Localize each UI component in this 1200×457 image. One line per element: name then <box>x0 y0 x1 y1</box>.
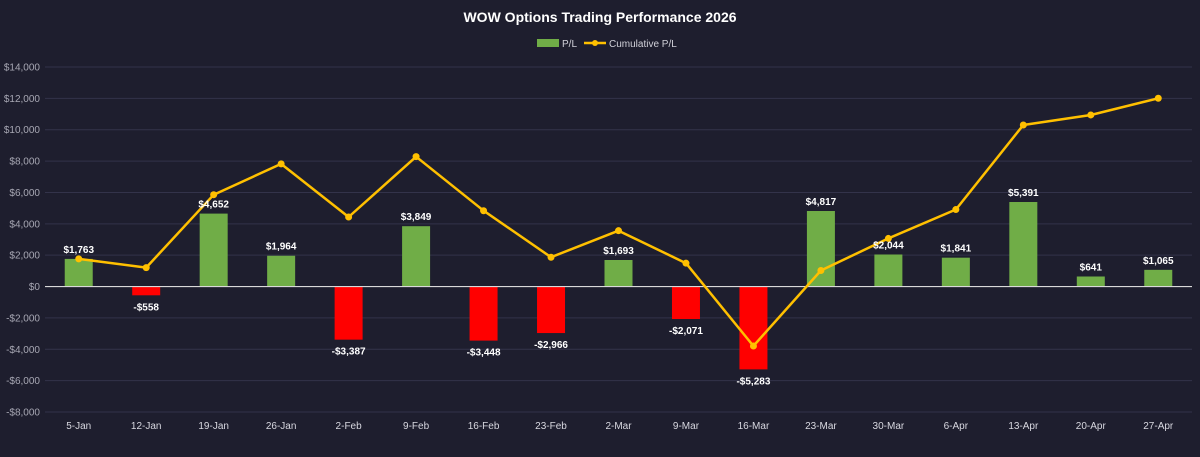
x-tick-label: 19-Jan <box>198 421 229 432</box>
data-labels: $1,763 -$558 $4,652 $1,964 -$3,387 $3,849 -$3,… <box>63 188 1174 387</box>
bar-data-label: $2,044 <box>873 240 904 251</box>
x-tick-label: 9-Feb <box>403 421 430 432</box>
bar-data-label: -$5,283 <box>736 376 770 387</box>
pl-bar <box>402 226 431 287</box>
pl-bars <box>64 202 1173 370</box>
pl-bar <box>132 286 161 296</box>
pl-bar <box>671 286 700 320</box>
pl-bar <box>537 286 566 334</box>
x-tick-label: 16-Feb <box>468 421 500 432</box>
legend-label-pl: P/L <box>562 39 577 50</box>
bar-data-label: $1,763 <box>63 245 94 256</box>
x-tick-label: 23-Feb <box>535 421 567 432</box>
pl-bar <box>1009 202 1038 287</box>
y-tick-label: $4,000 <box>9 219 40 230</box>
x-tick-label: 16-Mar <box>738 421 770 432</box>
bar-data-label: $1,065 <box>1143 256 1174 267</box>
y-tick-label: $0 <box>29 282 41 293</box>
bar-data-label: $4,652 <box>198 200 229 211</box>
pl-bar <box>199 213 228 287</box>
bar-data-label: -$3,448 <box>467 348 501 359</box>
cumulative-point <box>1087 111 1095 119</box>
cumulative-point <box>1154 94 1162 102</box>
x-tick-label: 13-Apr <box>1008 421 1039 432</box>
gridlines <box>45 66 1192 413</box>
legend: P/L Cumulative P/L <box>537 39 677 50</box>
legend-label-cumulative: Cumulative P/L <box>609 39 677 50</box>
bar-data-label: $1,964 <box>266 242 297 253</box>
cumulative-point <box>345 213 353 221</box>
cumulative-point <box>682 259 690 267</box>
bar-data-label: -$558 <box>133 302 159 313</box>
pl-bar <box>1076 276 1105 287</box>
y-tick-label: $2,000 <box>9 251 40 262</box>
x-tick-label: 26-Jan <box>266 421 297 432</box>
x-tick-label: 9-Mar <box>673 421 700 432</box>
pl-bar <box>1144 269 1173 287</box>
bar-data-label: -$3,387 <box>332 347 366 358</box>
y-tick-label: -$6,000 <box>6 376 40 387</box>
y-tick-label: -$2,000 <box>6 313 40 324</box>
y-tick-label: -$8,000 <box>6 408 40 419</box>
pl-bar <box>64 258 93 287</box>
y-tick-label: -$4,000 <box>6 345 40 356</box>
cumulative-point <box>412 153 420 161</box>
y-tick-label: $12,000 <box>4 94 41 105</box>
x-tick-label: 2-Mar <box>605 421 632 432</box>
bar-data-label: $641 <box>1080 262 1103 273</box>
x-tick-label: 5-Jan <box>66 421 91 432</box>
cumulative-point <box>817 266 825 274</box>
x-tick-label: 6-Apr <box>944 421 969 432</box>
cumulative-point <box>142 264 150 272</box>
pl-bar <box>941 257 970 287</box>
x-tick-label: 20-Apr <box>1076 421 1107 432</box>
y-tick-label: $14,000 <box>4 63 41 74</box>
bar-data-label: -$2,966 <box>534 340 568 351</box>
pl-bar <box>806 211 835 287</box>
bar-data-label: $5,391 <box>1008 188 1039 199</box>
bar-data-label: $3,849 <box>401 212 432 223</box>
bar-data-label: -$2,071 <box>669 326 703 337</box>
bar-data-label: $1,841 <box>941 244 972 255</box>
legend-marker-cumulative <box>592 40 598 46</box>
y-tick-label: $10,000 <box>4 125 41 136</box>
pl-bar <box>874 254 903 287</box>
pl-bar <box>267 255 296 287</box>
cumulative-point <box>615 227 622 235</box>
x-tick-label: 23-Mar <box>805 421 837 432</box>
pl-bar <box>739 286 768 370</box>
pl-bar <box>334 286 363 340</box>
pl-bar <box>604 259 633 287</box>
x-axis-ticks: 5-Jan 12-Jan 19-Jan 26-Jan 2-Feb 9-Feb 16-Feb 2… <box>66 421 1174 432</box>
x-tick-label: 2-Feb <box>336 421 363 432</box>
chart-title: WOW Options Trading Performance 2026 <box>463 9 736 25</box>
cumulative-point <box>210 191 218 199</box>
pl-bar <box>469 286 498 341</box>
cumulative-line-path <box>78 97 1159 348</box>
y-axis-ticks: -$8,000 -$6,000 -$4,000 -$2,000 $0 $2,000 $4,0… <box>4 63 41 419</box>
cumulative-point <box>547 253 555 261</box>
cumulative-point <box>75 255 83 263</box>
cumulative-point <box>277 160 285 168</box>
x-tick-label: 12-Jan <box>131 421 162 432</box>
x-tick-label: 27-Apr <box>1143 421 1174 432</box>
cumulative-point <box>952 206 960 214</box>
y-tick-label: $8,000 <box>9 157 40 168</box>
cumulative-point <box>480 207 488 215</box>
bar-data-label: $4,817 <box>806 197 837 208</box>
bar-data-label: $1,693 <box>603 246 634 257</box>
legend-swatch-pl <box>537 39 559 47</box>
x-tick-label: 30-Mar <box>873 421 905 432</box>
cumulative-point <box>884 234 892 242</box>
cumulative-point <box>1019 121 1027 129</box>
y-tick-label: $6,000 <box>9 188 40 199</box>
cumulative-point <box>749 342 757 350</box>
cumulative-line <box>75 94 1162 350</box>
